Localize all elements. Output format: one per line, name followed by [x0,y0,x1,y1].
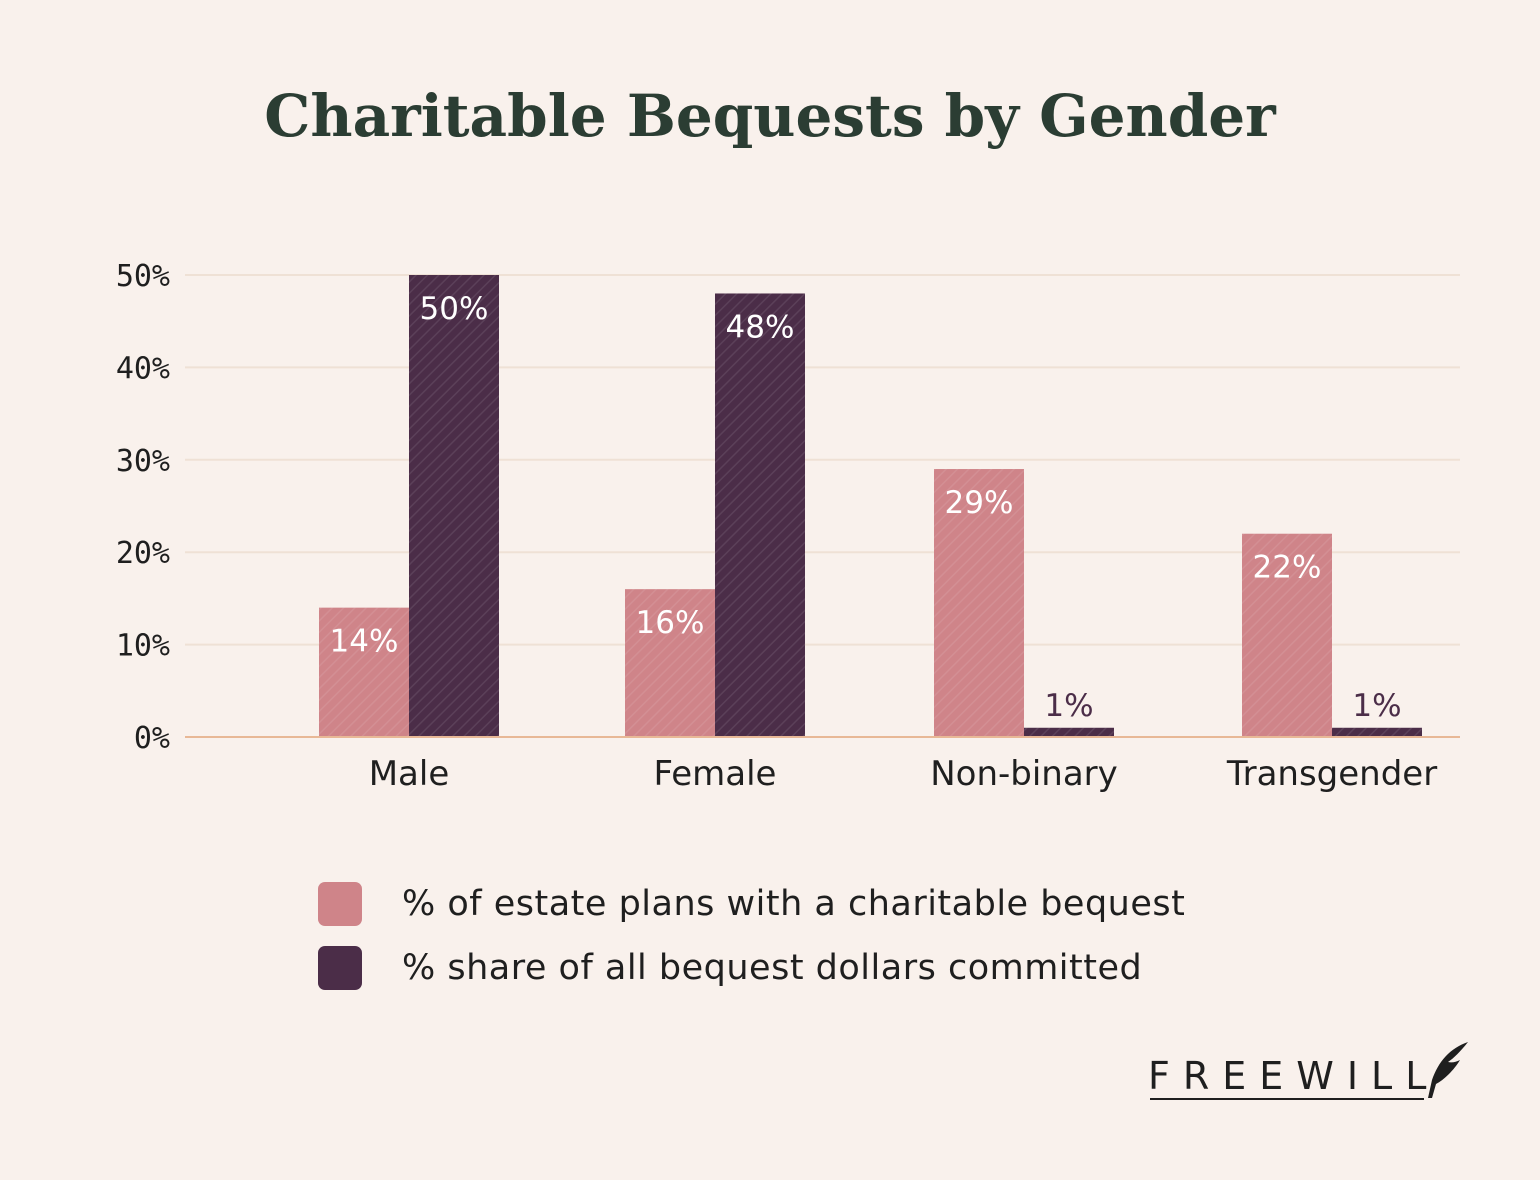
freewill-logo: FREEWILL [1148,1040,1478,1104]
legend-swatch-bequest-dollars [318,946,362,990]
legend-swatch-estate-plans [318,882,362,926]
x-tick-label: Transgender [1226,754,1437,794]
y-tick-label: 40% [116,351,170,386]
data-label: 50% [420,291,489,327]
data-label: 22% [1253,550,1322,586]
legend: % of estate plans with a charitable bequ… [318,880,1185,1008]
bar-texture [1332,727,1422,737]
data-label: 16% [636,605,705,641]
bar-texture [1024,727,1114,737]
data-label: 1% [1044,688,1093,724]
bar-texture [1242,533,1332,737]
logo-text: FREEWILL [1148,1054,1440,1098]
legend-item-estate-plans: % of estate plans with a charitable bequ… [318,880,1185,928]
bar-texture [715,293,805,737]
bar-chart: 0% 10% 20% 30% 40% 50% 14% 50% Male 16% 48% Female 2… [116,259,1460,794]
chart-title: Charitable Bequests by Gender [264,82,1276,150]
y-tick-label: 10% [116,629,170,664]
bar-texture [934,469,1024,737]
data-label: 1% [1352,688,1401,724]
data-label: 29% [945,485,1014,521]
logo-underline [1150,1098,1424,1100]
data-label: 48% [726,309,795,345]
legend-label-estate-plans: % of estate plans with a charitable bequ… [402,884,1186,924]
quill-icon [1428,1042,1468,1098]
y-tick-label: 20% [116,536,170,571]
y-tick-label: 50% [116,259,170,294]
bar-texture [625,589,715,737]
x-tick-label: Male [369,754,450,794]
legend-item-bequest-dollars: % share of all bequest dollars committed [318,944,1185,992]
data-label: 14% [330,624,399,660]
legend-label-bequest-dollars: % share of all bequest dollars committed [402,948,1143,988]
bar-texture [409,275,499,737]
x-tick-label: Female [654,754,777,794]
y-tick-label: 30% [116,444,170,479]
x-tick-label: Non-binary [930,754,1118,794]
y-tick-label: 0% [134,721,170,756]
bar-texture [319,607,409,737]
